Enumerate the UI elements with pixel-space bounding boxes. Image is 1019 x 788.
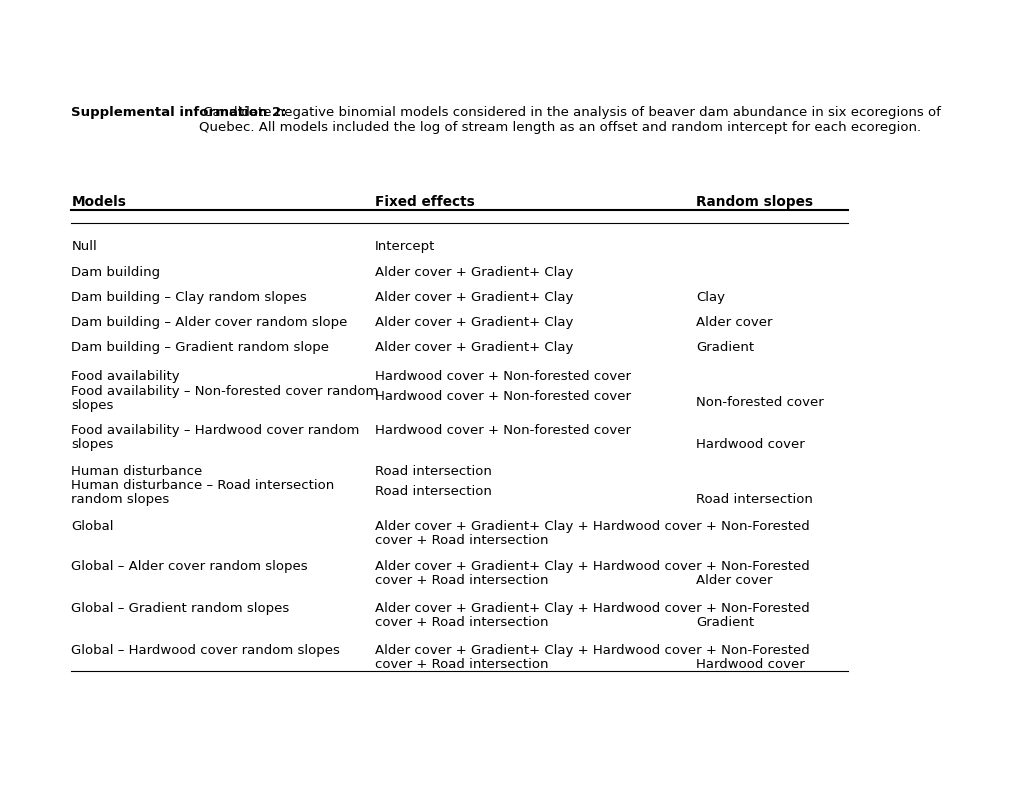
- Text: Global – Alder cover random slopes: Global – Alder cover random slopes: [71, 560, 308, 573]
- Text: Gradient: Gradient: [695, 341, 753, 354]
- Text: Models: Models: [71, 195, 126, 209]
- Text: slopes: slopes: [71, 438, 114, 451]
- Text: Hardwood cover + Non-forested cover: Hardwood cover + Non-forested cover: [374, 390, 630, 403]
- Text: Candidate negative binomial models considered in the analysis of beaver dam abun: Candidate negative binomial models consi…: [199, 106, 940, 135]
- Text: cover + Road intersection: cover + Road intersection: [374, 534, 548, 547]
- Text: Road intersection: Road intersection: [374, 465, 491, 478]
- Text: Hardwood cover + Non-forested cover: Hardwood cover + Non-forested cover: [374, 424, 630, 437]
- Text: Food availability – Hardwood cover random: Food availability – Hardwood cover rando…: [71, 424, 360, 437]
- Text: cover + Road intersection: cover + Road intersection: [374, 616, 548, 629]
- Text: cover + Road intersection: cover + Road intersection: [374, 658, 548, 671]
- Text: Hardwood cover: Hardwood cover: [695, 438, 804, 451]
- Text: Non-forested cover: Non-forested cover: [695, 396, 823, 409]
- Text: Alder cover + Gradient+ Clay + Hardwood cover + Non-Forested: Alder cover + Gradient+ Clay + Hardwood …: [374, 602, 809, 615]
- Text: Global – Hardwood cover random slopes: Global – Hardwood cover random slopes: [71, 644, 340, 656]
- Text: Alder cover + Gradient+ Clay: Alder cover + Gradient+ Clay: [374, 291, 573, 303]
- Text: Alder cover: Alder cover: [695, 316, 771, 329]
- Text: Dam building – Clay random slopes: Dam building – Clay random slopes: [71, 291, 307, 303]
- Text: Random slopes: Random slopes: [695, 195, 812, 209]
- Text: Human disturbance – Road intersection: Human disturbance – Road intersection: [71, 479, 334, 492]
- Text: Supplemental information 2:: Supplemental information 2:: [71, 106, 286, 119]
- Text: Global – Gradient random slopes: Global – Gradient random slopes: [71, 602, 289, 615]
- Text: slopes: slopes: [71, 399, 114, 411]
- Text: Null: Null: [71, 240, 97, 253]
- Text: Alder cover + Gradient+ Clay + Hardwood cover + Non-Forested: Alder cover + Gradient+ Clay + Hardwood …: [374, 560, 809, 573]
- Text: Dam building – Alder cover random slope: Dam building – Alder cover random slope: [71, 316, 347, 329]
- Text: Alder cover + Gradient+ Clay: Alder cover + Gradient+ Clay: [374, 341, 573, 354]
- Text: Hardwood cover: Hardwood cover: [695, 658, 804, 671]
- Text: Hardwood cover + Non-forested cover: Hardwood cover + Non-forested cover: [374, 370, 630, 383]
- Text: Road intersection: Road intersection: [374, 485, 491, 497]
- Text: random slopes: random slopes: [71, 493, 169, 506]
- Text: Alder cover + Gradient+ Clay: Alder cover + Gradient+ Clay: [374, 266, 573, 278]
- Text: Global: Global: [71, 520, 114, 533]
- Text: Alder cover + Gradient+ Clay + Hardwood cover + Non-Forested: Alder cover + Gradient+ Clay + Hardwood …: [374, 644, 809, 656]
- Text: Gradient: Gradient: [695, 616, 753, 629]
- Text: Dam building: Dam building: [71, 266, 160, 278]
- Text: Fixed effects: Fixed effects: [374, 195, 474, 209]
- Text: cover + Road intersection: cover + Road intersection: [374, 574, 548, 587]
- Text: Food availability: Food availability: [71, 370, 179, 383]
- Text: Alder cover + Gradient+ Clay: Alder cover + Gradient+ Clay: [374, 316, 573, 329]
- Text: Human disturbance: Human disturbance: [71, 465, 203, 478]
- Text: Dam building – Gradient random slope: Dam building – Gradient random slope: [71, 341, 329, 354]
- Text: Intercept: Intercept: [374, 240, 435, 253]
- Text: Food availability – Non-forested cover random: Food availability – Non-forested cover r…: [71, 385, 378, 397]
- Text: Clay: Clay: [695, 291, 725, 303]
- Text: Road intersection: Road intersection: [695, 493, 812, 506]
- Text: Alder cover: Alder cover: [695, 574, 771, 587]
- Text: Alder cover + Gradient+ Clay + Hardwood cover + Non-Forested: Alder cover + Gradient+ Clay + Hardwood …: [374, 520, 809, 533]
